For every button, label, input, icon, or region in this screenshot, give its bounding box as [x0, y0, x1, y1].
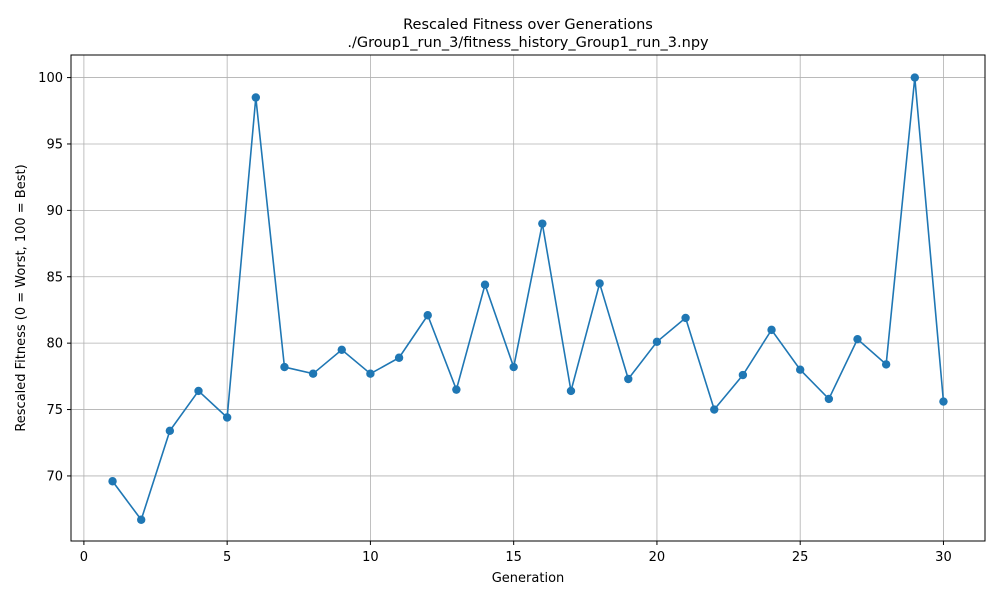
- y-tick-label: 80: [46, 337, 63, 352]
- data-point: [681, 313, 690, 323]
- y-tick-label: 90: [46, 204, 63, 219]
- data-point: [881, 360, 891, 369]
- data-point: [308, 369, 318, 378]
- data-point: [853, 334, 862, 344]
- data-point: [566, 386, 576, 396]
- y-tick-label: 70: [46, 469, 63, 484]
- data-point: [652, 337, 662, 347]
- data-point: [222, 413, 232, 422]
- axis-ticks: 0 5 10 15 20 25 30 70 75 80 85 90 95 100: [38, 71, 952, 565]
- data-point: [595, 279, 604, 288]
- chart-title: Rescaled Fitness over Generations: [403, 17, 653, 33]
- data-point: [767, 325, 776, 335]
- data-point: [108, 477, 117, 486]
- data-point: [251, 93, 261, 102]
- data-point: [710, 405, 719, 414]
- chart-subtitle: ./Group1_run_3/fitness_history_Group1_ru…: [347, 35, 709, 51]
- data-point: [137, 515, 146, 524]
- y-tick-label: 100: [38, 71, 63, 86]
- data-point: [824, 394, 834, 404]
- data-point: [452, 385, 461, 394]
- data-point: [509, 362, 518, 372]
- y-tick-label: 75: [46, 403, 63, 418]
- y-tick-label: 95: [46, 137, 63, 152]
- data-point: [423, 311, 432, 320]
- plot-area-frame: [70, 54, 986, 542]
- data-point: [624, 374, 633, 384]
- x-tick-label: 15: [505, 550, 522, 565]
- data-point: [280, 362, 289, 372]
- data-point: [538, 219, 547, 228]
- series-line: [111, 77, 945, 522]
- data-point: [366, 369, 375, 378]
- data-point: [738, 370, 748, 380]
- data-point: [910, 73, 919, 82]
- x-tick-label: 20: [649, 550, 666, 565]
- x-tick-label: 5: [223, 550, 231, 565]
- x-tick-label: 25: [792, 550, 809, 565]
- x-axis-label: Generation: [492, 571, 565, 586]
- data-point: [165, 426, 175, 435]
- data-point: [939, 397, 948, 406]
- x-tick-label: 0: [80, 550, 88, 565]
- series-fitness: [108, 73, 948, 524]
- y-axis-label: Rescaled Fitness (0 = Worst, 100 = Best): [14, 164, 29, 431]
- x-tick-label: 30: [935, 550, 952, 565]
- data-point: [394, 353, 404, 362]
- data-point: [795, 365, 805, 374]
- data-point: [480, 280, 490, 289]
- grid: [71, 55, 985, 541]
- data-point: [337, 345, 346, 354]
- data-point: [194, 386, 203, 396]
- x-tick-label: 10: [362, 550, 379, 565]
- y-tick-label: 85: [46, 270, 63, 285]
